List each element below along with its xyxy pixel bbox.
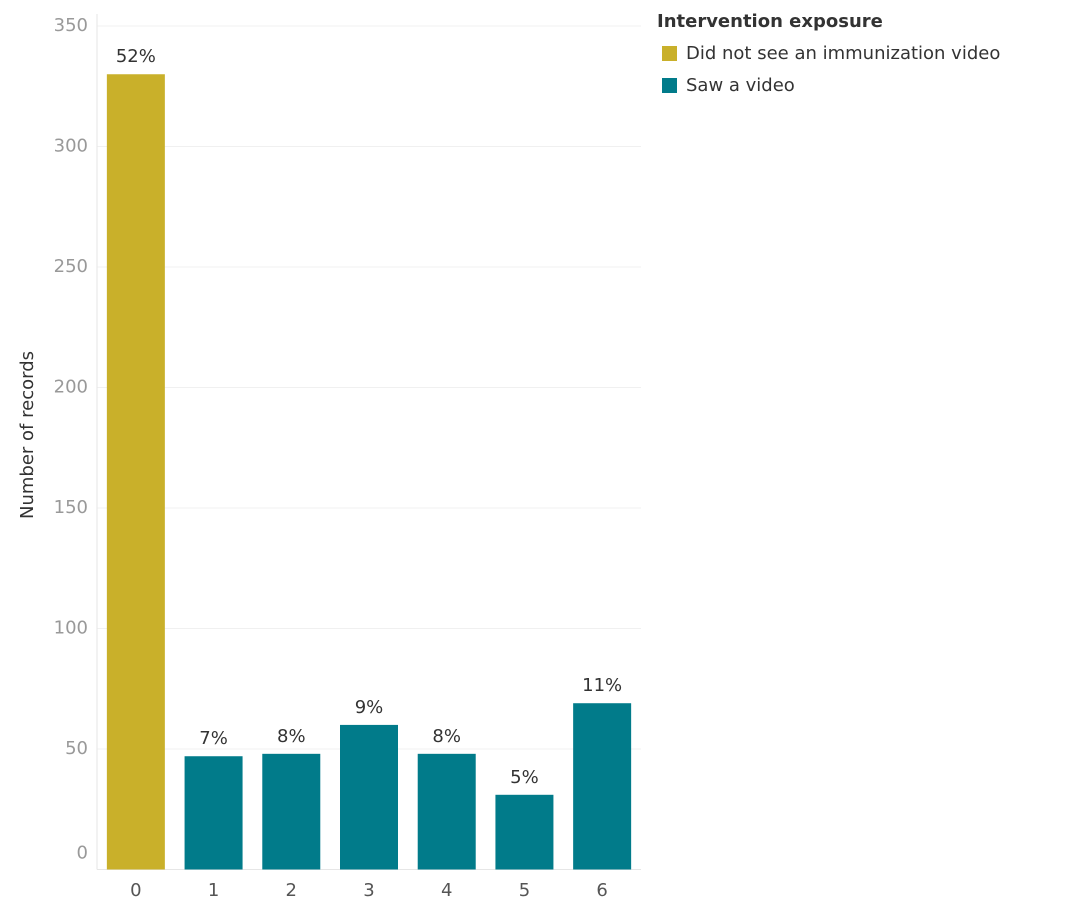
data-label: 52%	[116, 46, 156, 67]
x-tick-label: 6	[596, 880, 607, 901]
data-label: 8%	[432, 726, 461, 747]
bar	[417, 753, 476, 870]
x-tick-label: 5	[519, 880, 530, 901]
y-tick-label: 350	[54, 15, 88, 36]
bar	[184, 756, 243, 870]
legend-title: Intervention exposure	[657, 11, 883, 32]
y-tick-label: 300	[54, 136, 88, 157]
bar	[495, 794, 554, 870]
x-tick-label: 2	[286, 880, 297, 901]
x-tick-label: 1	[208, 880, 219, 901]
bar	[262, 753, 321, 870]
legend-swatch	[662, 78, 677, 93]
bar	[573, 703, 632, 870]
y-tick-label: 200	[54, 377, 88, 398]
y-tick-label: 0	[77, 843, 88, 864]
legend-swatch	[662, 46, 677, 61]
data-label: 5%	[510, 767, 539, 788]
y-tick-label: 50	[65, 738, 88, 759]
x-tick-label: 0	[130, 880, 141, 901]
y-axis-label: Number of records	[17, 351, 38, 519]
y-tick-label: 150	[54, 497, 88, 518]
x-tick-label: 3	[363, 880, 374, 901]
data-label: 8%	[277, 726, 306, 747]
legend-label: Did not see an immunization video	[686, 43, 1000, 64]
legend-label: Saw a video	[686, 75, 795, 96]
x-tick-label: 4	[441, 880, 452, 901]
data-label: 11%	[582, 675, 622, 696]
bar	[106, 74, 165, 870]
y-tick-label: 100	[54, 618, 88, 639]
y-tick-label: 250	[54, 256, 88, 277]
data-label: 7%	[199, 728, 228, 749]
data-label: 9%	[355, 697, 384, 718]
bar	[340, 724, 398, 870]
